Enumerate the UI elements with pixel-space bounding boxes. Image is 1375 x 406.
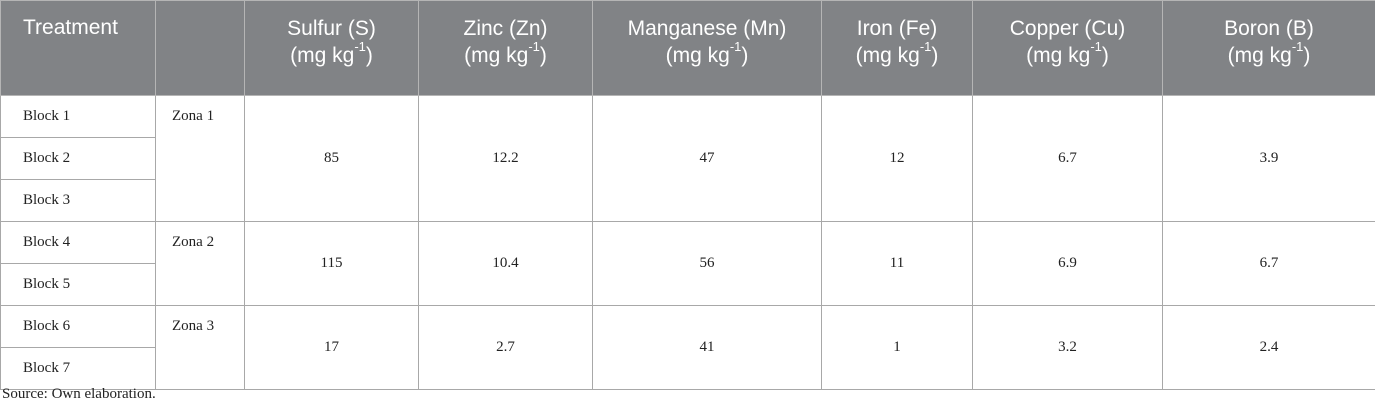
column-unit: (mg kg xyxy=(1026,44,1091,67)
header-row: Treatment Sulfur (S) (mg kg-1) Zinc (Zn) (m… xyxy=(0,0,1375,96)
column-unit: (mg kg xyxy=(665,44,730,67)
value-cell: 12 xyxy=(821,95,973,222)
column-unit: (mg kg xyxy=(855,44,920,67)
unit-exponent: -1 xyxy=(354,39,366,54)
block-cell: Block 7 xyxy=(0,347,156,390)
value-cell: 2.7 xyxy=(418,305,593,390)
value-cell: 10.4 xyxy=(418,221,593,306)
value-cell: 3.2 xyxy=(972,305,1163,390)
header-caption: Iron (Fe) (mg kg-1) xyxy=(822,1,972,69)
unit-close: ) xyxy=(539,44,547,67)
column-name: Zinc (Zn) xyxy=(463,17,548,40)
value-cell: 6.7 xyxy=(1162,221,1375,306)
column-unit: (mg kg xyxy=(464,44,529,67)
source-note: Source: Own elaboration. xyxy=(2,386,156,402)
column-name: Sulfur (S) xyxy=(287,17,376,40)
column-unit: (mg kg xyxy=(1227,44,1292,67)
unit-close: ) xyxy=(931,44,939,67)
header-caption: Boron (B) (mg kg-1) xyxy=(1163,1,1375,69)
table-row: Block 7 xyxy=(0,347,1375,390)
table-row: Block 6 Zona 3 17 2.7 41 1 3.2 2.4 xyxy=(0,305,1375,390)
block-cell: Block 4 xyxy=(0,221,156,264)
value-cell: 41 xyxy=(592,305,822,390)
block-cell: Block 5 xyxy=(0,263,156,306)
table-row: Block 1 Zona 1 85 12.2 47 12 6.7 3.9 xyxy=(0,95,1375,222)
header-caption: Zinc (Zn) (mg kg-1) xyxy=(419,1,592,69)
header-cell: Manganese (Mn) (mg kg-1) xyxy=(592,0,822,96)
zone-cell: Zona 2 xyxy=(155,221,245,306)
header-caption: Manganese (Mn) (mg kg-1) xyxy=(593,1,821,69)
value-cell: 2.4 xyxy=(1162,305,1375,390)
column-unit: (mg kg xyxy=(290,44,355,67)
header-cell: Boron (B) (mg kg-1) xyxy=(1162,0,1375,96)
unit-exponent: -1 xyxy=(528,39,540,54)
unit-exponent: -1 xyxy=(1291,39,1304,54)
value-cell: 47 xyxy=(592,95,822,222)
header-cell: Copper (Cu) (mg kg-1) xyxy=(972,0,1163,96)
block-cell: Block 3 xyxy=(0,179,156,222)
value-cell: 115 xyxy=(244,221,419,306)
header-caption: Copper (Cu) (mg kg-1) xyxy=(973,1,1162,69)
value-cell: 3.9 xyxy=(1162,95,1375,222)
unit-exponent: -1 xyxy=(919,39,932,54)
zone-cell: Zona 1 xyxy=(155,95,245,222)
column-name: Copper (Cu) xyxy=(1009,17,1126,40)
table-row: Block 3 xyxy=(0,179,1375,222)
header-caption: Sulfur (S) (mg kg-1) xyxy=(245,1,418,69)
table-row: Block 2 xyxy=(0,137,1375,180)
value-cell: 6.9 xyxy=(972,221,1163,306)
unit-close: ) xyxy=(1303,44,1311,67)
unit-close: ) xyxy=(741,44,749,67)
column-name: Manganese (Mn) xyxy=(627,17,787,40)
table-body: Block 1 Zona 1 85 12.2 47 12 6.7 3.9 Block 2 Bloc… xyxy=(0,95,1375,390)
header-cell xyxy=(155,0,245,96)
block-cell: Block 6 xyxy=(0,305,156,348)
data-table: Treatment Sulfur (S) (mg kg-1) Zinc (Zn) (m… xyxy=(0,0,1375,390)
table-row: Block 4 Zona 2 115 10.4 56 11 6.9 6.7 xyxy=(0,221,1375,306)
value-cell: 11 xyxy=(821,221,973,306)
value-cell: 1 xyxy=(821,305,973,390)
column-name: Boron (B) xyxy=(1224,17,1314,40)
table-header: Treatment Sulfur (S) (mg kg-1) Zinc (Zn) (m… xyxy=(0,0,1375,96)
unit-exponent: -1 xyxy=(729,39,742,54)
value-cell: 17 xyxy=(244,305,419,390)
header-cell: Iron (Fe) (mg kg-1) xyxy=(821,0,973,96)
value-cell: 6.7 xyxy=(972,95,1163,222)
value-cell: 56 xyxy=(592,221,822,306)
zone-cell: Zona 3 xyxy=(155,305,245,390)
value-cell: 12.2 xyxy=(418,95,593,222)
header-cell: Sulfur (S) (mg kg-1) xyxy=(244,0,419,96)
unit-exponent: -1 xyxy=(1090,39,1102,54)
value-cell: 85 xyxy=(244,95,419,222)
header-cell: Zinc (Zn) (mg kg-1) xyxy=(418,0,593,96)
header-cell: Treatment xyxy=(0,0,156,96)
unit-close: ) xyxy=(1101,44,1109,67)
unit-close: ) xyxy=(365,44,373,67)
column-name: Iron (Fe) xyxy=(856,17,938,40)
block-cell: Block 2 xyxy=(0,137,156,180)
block-cell: Block 1 xyxy=(0,95,156,138)
